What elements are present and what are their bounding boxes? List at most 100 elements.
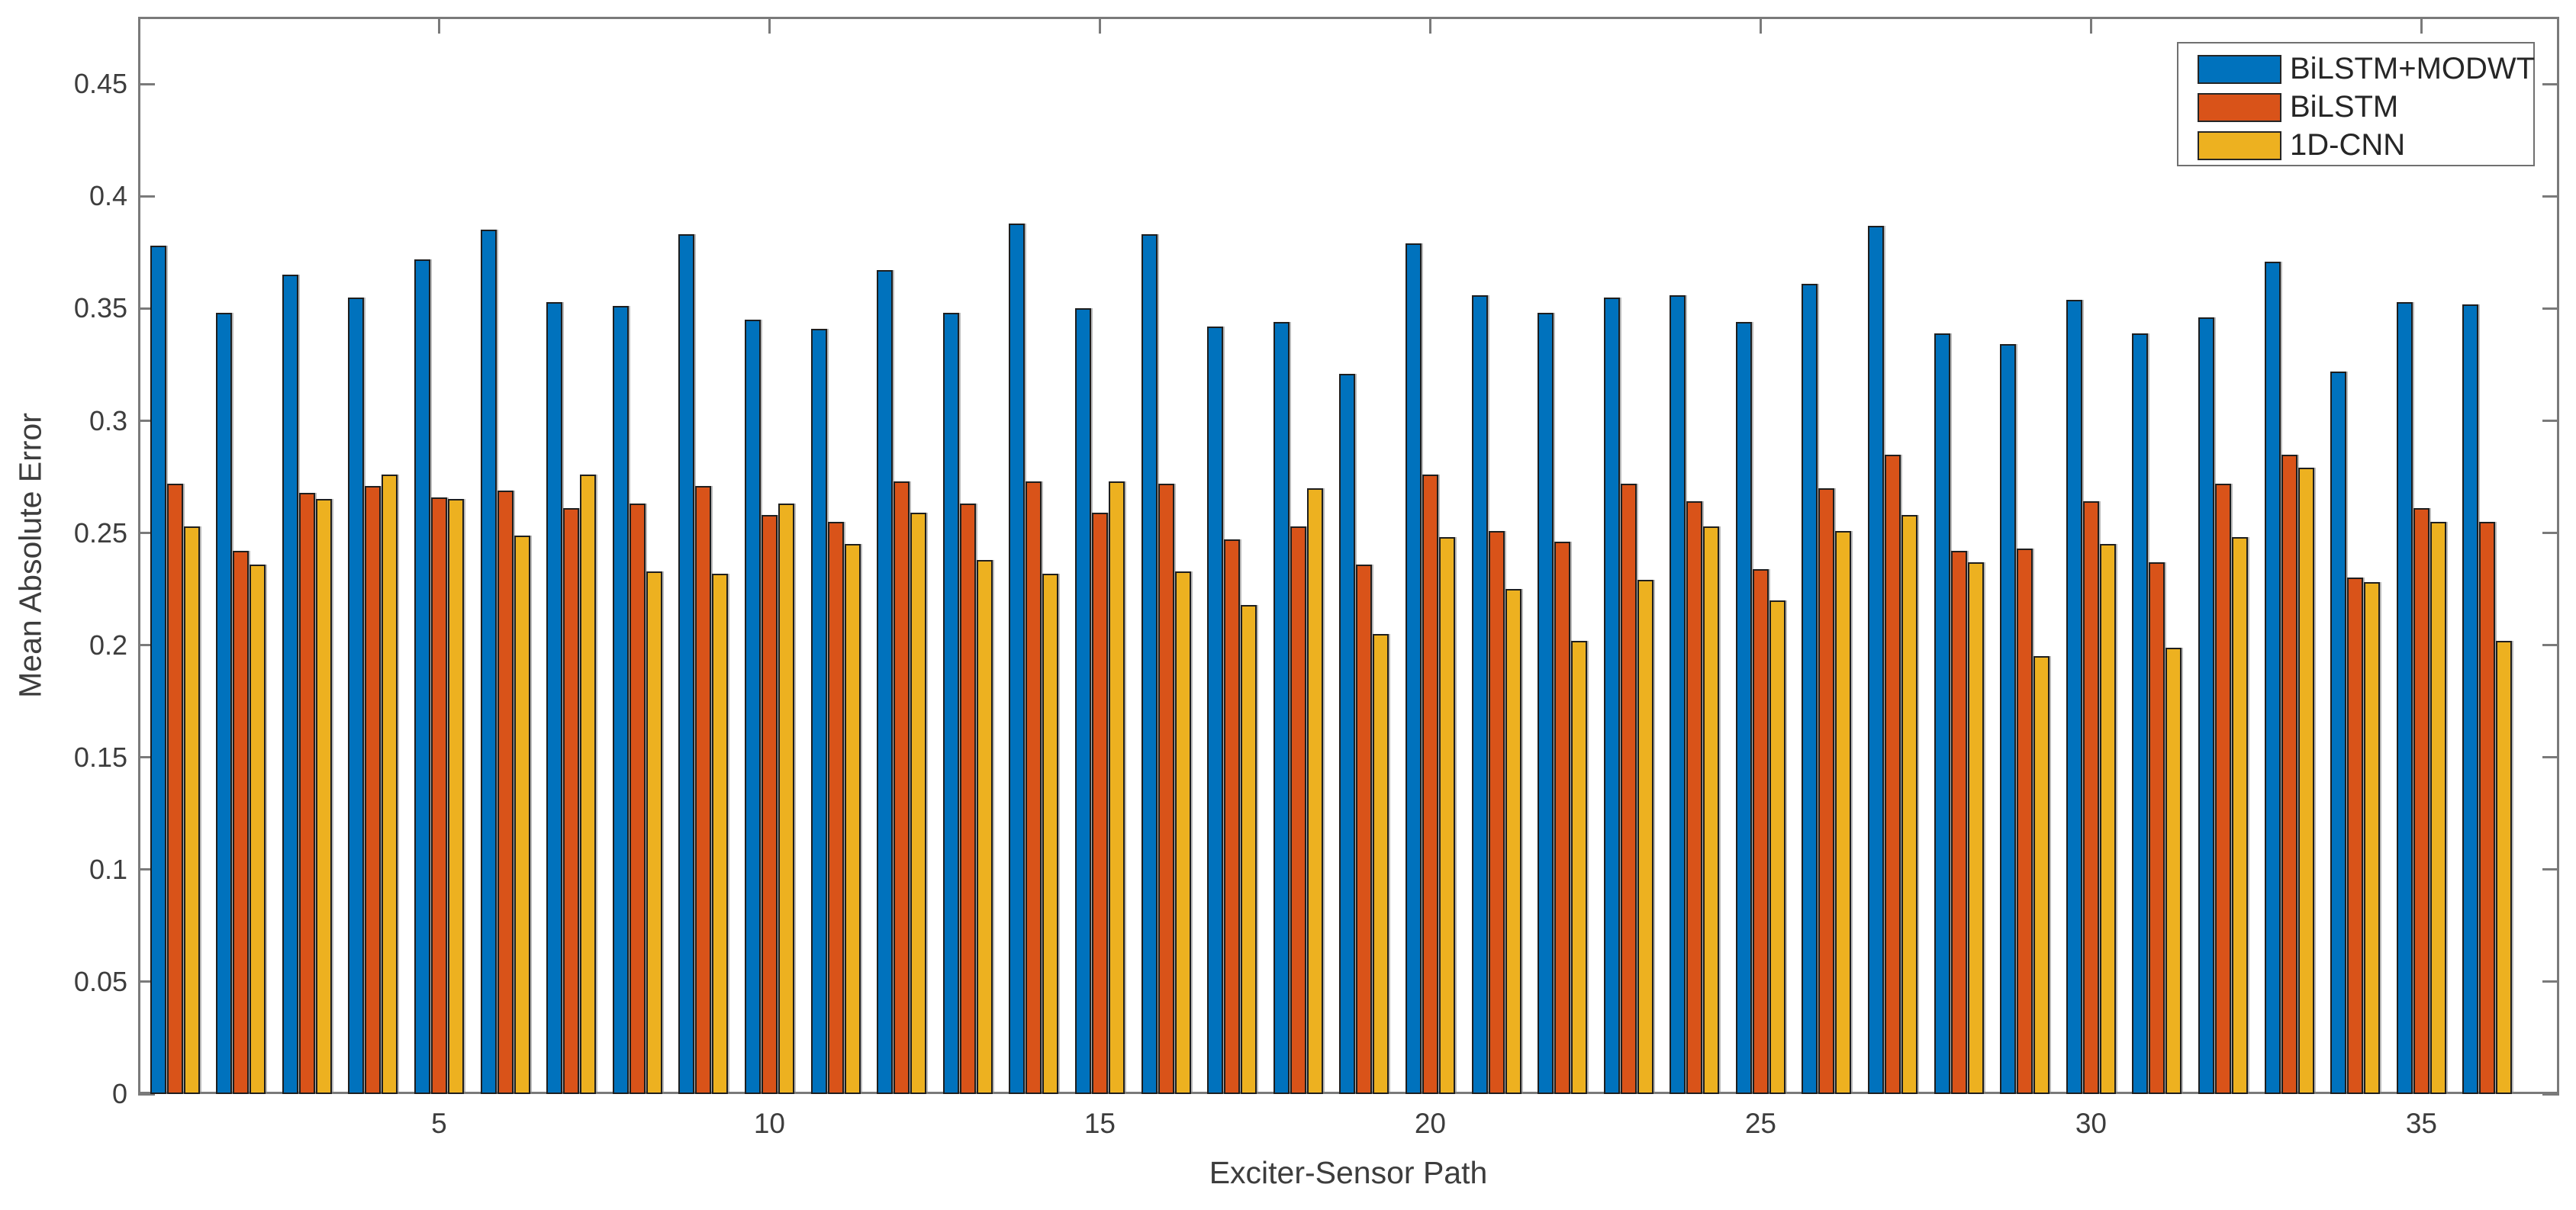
bar-group-20-bilstm-modwt (1406, 243, 1422, 1094)
legend-row: 1D-CNN (2178, 127, 2533, 165)
bar-group-5-bilstm (431, 497, 447, 1094)
legend-swatch-1d-cnn (2198, 131, 2281, 160)
bar-group-11-bilstm (828, 522, 844, 1094)
legend-row: BiLSTM (2178, 88, 2533, 127)
y-tick-label: 0.45 (73, 68, 127, 100)
x-tick-label: 30 (2075, 1108, 2107, 1139)
bar-group-29-bilstm (2017, 549, 2033, 1094)
bar-group-6-bilstm (497, 491, 514, 1094)
legend-row: BiLSTM+MODWT (2178, 50, 2535, 88)
bar-group-10-1d-cnn (778, 504, 794, 1094)
bar-group-34-bilstm (2347, 578, 2363, 1094)
bar-group-9-bilstm-modwt (678, 234, 694, 1094)
x-tick-mark-top (1098, 17, 1101, 34)
y-tick-mark (138, 868, 155, 871)
bar-group-26-1d-cnn (1835, 531, 1851, 1094)
bar-group-1-1d-cnn (184, 526, 200, 1094)
bar-group-19-bilstm-modwt (1339, 374, 1355, 1094)
x-tick-mark-top (2420, 17, 2423, 34)
x-tick-label: 15 (1084, 1108, 1116, 1139)
bar-group-30-bilstm-modwt (2066, 300, 2082, 1094)
bar-group-33-bilstm (2281, 455, 2297, 1094)
bar-group-10-bilstm (762, 515, 778, 1094)
bar-group-26-bilstm (1818, 488, 1834, 1094)
bar-group-6-1d-cnn (514, 536, 530, 1094)
bar-group-7-bilstm-modwt (546, 302, 562, 1094)
y-tick-mark-right (2542, 980, 2559, 983)
y-tick-mark (138, 756, 155, 759)
y-tick-mark (138, 420, 155, 422)
x-tick-mark-top (437, 17, 440, 34)
bar-group-18-1d-cnn (1307, 488, 1323, 1094)
y-tick-mark (138, 82, 155, 85)
legend-label: BiLSTM (2290, 90, 2399, 124)
bar-group-29-1d-cnn (2033, 656, 2050, 1094)
y-tick-label: 0.1 (89, 853, 127, 885)
bar-group-22-1d-cnn (1571, 641, 1587, 1094)
bar-group-4-bilstm-modwt (348, 298, 364, 1094)
bar-group-27-bilstm (1885, 455, 1901, 1094)
bar-group-32-1d-cnn (2232, 537, 2248, 1094)
y-tick-mark (138, 644, 155, 647)
bar-group-12-1d-cnn (910, 513, 926, 1094)
bar-group-17-bilstm-modwt (1207, 327, 1223, 1094)
bar-group-7-1d-cnn (580, 475, 596, 1094)
bar-group-12-bilstm-modwt (877, 270, 893, 1094)
y-tick-mark-right (2542, 644, 2559, 647)
y-tick-label: 0.4 (89, 180, 127, 212)
bar-group-24-bilstm (1686, 501, 1702, 1094)
bar-group-16-1d-cnn (1175, 571, 1191, 1094)
bar-group-27-1d-cnn (1901, 515, 1918, 1094)
bar-group-3-bilstm-modwt (282, 275, 298, 1094)
y-tick-mark-right (2542, 868, 2559, 871)
bar-group-25-1d-cnn (1769, 600, 1785, 1094)
x-tick-mark-top (1428, 17, 1431, 34)
y-axis-title: Mean Absolute Error (12, 413, 48, 698)
y-tick-label: 0.2 (89, 629, 127, 661)
bar-group-6-bilstm-modwt (481, 230, 497, 1094)
bar-group-11-1d-cnn (845, 544, 861, 1094)
bar-group-13-bilstm (960, 504, 976, 1094)
bar-group-21-bilstm-modwt (1472, 295, 1488, 1094)
y-tick-label: 0 (111, 1078, 127, 1109)
bar-group-27-bilstm-modwt (1868, 226, 1884, 1094)
bar-group-20-bilstm (1422, 475, 1438, 1094)
bar-group-34-bilstm-modwt (2330, 372, 2346, 1094)
bar-group-28-bilstm (1951, 551, 1967, 1094)
bar-group-3-1d-cnn (316, 499, 332, 1094)
bar-group-2-bilstm (233, 551, 249, 1094)
bar-group-21-bilstm (1489, 531, 1505, 1094)
y-tick-label: 0.35 (73, 292, 127, 324)
bar-group-25-bilstm-modwt (1736, 322, 1752, 1094)
bar-group-15-bilstm (1092, 513, 1108, 1094)
bar-group-16-bilstm-modwt (1141, 234, 1158, 1094)
bar-group-4-1d-cnn (382, 475, 398, 1094)
bar-group-15-1d-cnn (1109, 481, 1125, 1094)
bar-group-8-bilstm (630, 504, 646, 1094)
bar-group-7-bilstm (563, 508, 579, 1094)
bar-group-34-1d-cnn (2364, 582, 2380, 1094)
y-tick-mark (138, 307, 155, 310)
bar-group-30-bilstm (2083, 501, 2099, 1094)
bar-group-22-bilstm (1554, 542, 1570, 1094)
bar-group-23-1d-cnn (1637, 580, 1653, 1094)
bar-group-29-bilstm-modwt (2000, 344, 2016, 1094)
bar-group-24-bilstm-modwt (1670, 295, 1686, 1094)
bar-group-12-bilstm (894, 481, 910, 1094)
bar-group-1-bilstm-modwt (150, 246, 166, 1094)
bar-group-16-bilstm (1158, 484, 1174, 1094)
y-tick-mark-right (2542, 195, 2559, 198)
bar-group-30-1d-cnn (2100, 544, 2116, 1094)
bar-group-9-1d-cnn (712, 574, 728, 1094)
legend-swatch-bilstm (2198, 93, 2281, 122)
bar-group-22-bilstm-modwt (1538, 313, 1554, 1094)
bar-group-17-bilstm (1224, 539, 1240, 1094)
y-tick-mark-right (2542, 756, 2559, 759)
y-tick-mark-right (2542, 82, 2559, 85)
bar-group-24-1d-cnn (1703, 526, 1719, 1094)
y-tick-label: 0.25 (73, 517, 127, 549)
bar-group-32-bilstm-modwt (2198, 317, 2214, 1094)
y-tick-mark-right (2542, 1093, 2559, 1096)
bar-group-31-bilstm (2149, 562, 2165, 1094)
